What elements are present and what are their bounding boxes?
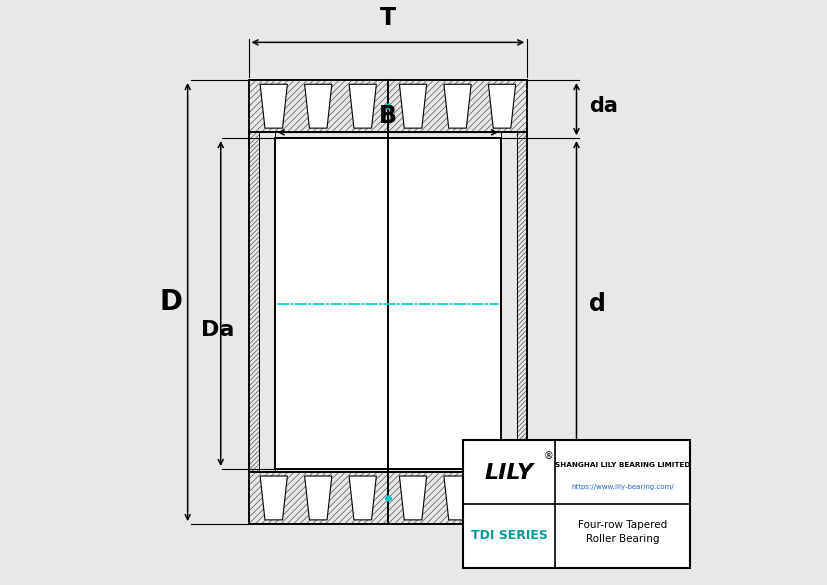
Text: T: T: [380, 6, 395, 30]
Polygon shape: [443, 476, 471, 520]
Text: ®: ®: [543, 452, 552, 462]
Polygon shape: [349, 84, 376, 128]
Bar: [275, 138, 500, 469]
Bar: [463, 440, 689, 567]
Text: Da: Da: [201, 319, 234, 340]
Text: da: da: [589, 96, 618, 116]
Polygon shape: [260, 84, 287, 128]
Polygon shape: [488, 84, 515, 128]
Bar: [248, 80, 527, 524]
Polygon shape: [349, 476, 376, 520]
Polygon shape: [260, 476, 287, 520]
Text: d: d: [589, 291, 605, 315]
Polygon shape: [399, 476, 426, 520]
Polygon shape: [399, 84, 426, 128]
Text: https://www.lily-bearing.com/: https://www.lily-bearing.com/: [571, 484, 673, 490]
Polygon shape: [304, 476, 332, 520]
Text: SHANGHAI LILY BEARING LIMITED: SHANGHAI LILY BEARING LIMITED: [554, 463, 689, 469]
Polygon shape: [443, 84, 471, 128]
Polygon shape: [488, 476, 515, 520]
Text: D: D: [160, 288, 183, 316]
Text: LILY: LILY: [484, 463, 533, 483]
Text: TDI SERIES: TDI SERIES: [471, 529, 547, 542]
Text: B: B: [379, 104, 396, 128]
Polygon shape: [304, 84, 332, 128]
Text: Four-row Tapered
Roller Bearing: Four-row Tapered Roller Bearing: [577, 520, 667, 544]
